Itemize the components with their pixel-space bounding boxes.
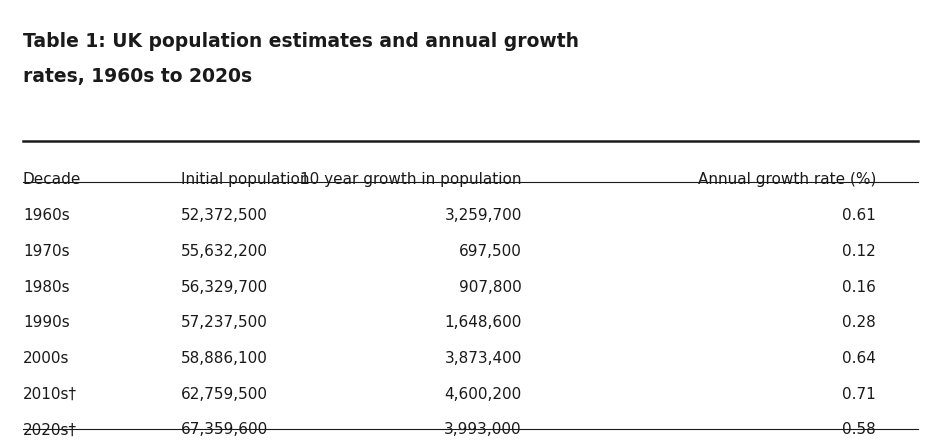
Text: 56,329,700: 56,329,700 xyxy=(182,280,268,295)
Text: 0.28: 0.28 xyxy=(842,316,876,330)
Text: 0.64: 0.64 xyxy=(842,351,876,366)
Text: 3,259,700: 3,259,700 xyxy=(444,208,522,223)
Text: rates, 1960s to 2020s: rates, 1960s to 2020s xyxy=(23,67,252,86)
Text: 0.12: 0.12 xyxy=(842,244,876,259)
Text: 3,993,000: 3,993,000 xyxy=(444,422,522,437)
Text: 62,759,500: 62,759,500 xyxy=(182,387,268,402)
Text: 0.16: 0.16 xyxy=(842,280,876,295)
Text: 0.71: 0.71 xyxy=(842,387,876,402)
Text: 1970s: 1970s xyxy=(23,244,70,259)
Text: Table 1: UK population estimates and annual growth: Table 1: UK population estimates and ann… xyxy=(23,32,579,52)
Text: 2020s†: 2020s† xyxy=(23,422,77,437)
Text: 1980s: 1980s xyxy=(23,280,70,295)
Text: 697,500: 697,500 xyxy=(459,244,522,259)
Text: 2000s: 2000s xyxy=(23,351,70,366)
Text: 0.61: 0.61 xyxy=(842,208,876,223)
Text: 907,800: 907,800 xyxy=(459,280,522,295)
Text: 3,873,400: 3,873,400 xyxy=(444,351,522,366)
Text: 52,372,500: 52,372,500 xyxy=(182,208,268,223)
Text: 0.58: 0.58 xyxy=(842,422,876,437)
Text: Initial population: Initial population xyxy=(182,171,310,186)
Text: 58,886,100: 58,886,100 xyxy=(182,351,268,366)
Text: 57,237,500: 57,237,500 xyxy=(182,316,268,330)
Text: 55,632,200: 55,632,200 xyxy=(182,244,268,259)
Text: Annual growth rate (%): Annual growth rate (%) xyxy=(698,171,876,186)
Text: 10 year growth in population: 10 year growth in population xyxy=(300,171,522,186)
Text: Decade: Decade xyxy=(23,171,81,186)
Text: 1960s: 1960s xyxy=(23,208,70,223)
Text: 4,600,200: 4,600,200 xyxy=(444,387,522,402)
Text: 67,359,600: 67,359,600 xyxy=(182,422,268,437)
Text: 2010s†: 2010s† xyxy=(23,387,77,402)
Text: 1,648,600: 1,648,600 xyxy=(444,316,522,330)
Text: 1990s: 1990s xyxy=(23,316,70,330)
